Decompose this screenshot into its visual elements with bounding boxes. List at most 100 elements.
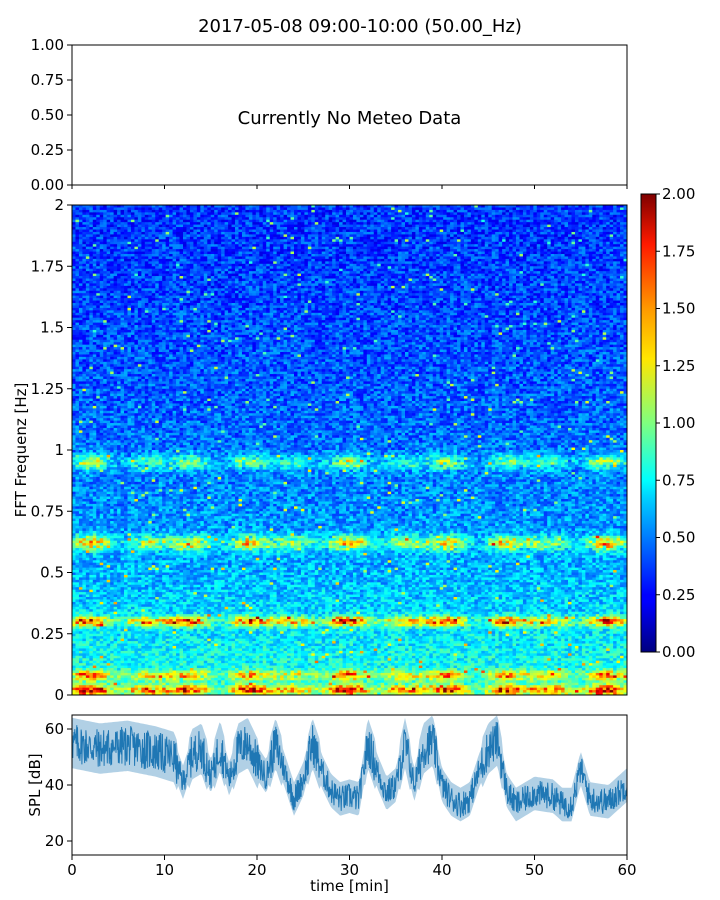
spectrogram-cell <box>75 668 79 671</box>
spectrogram-cell <box>145 435 149 438</box>
spectrogram-cell <box>110 609 114 612</box>
spectrogram-cell <box>110 526 114 529</box>
spectrogram-cell <box>138 462 142 465</box>
spectrogram-cell <box>93 337 97 340</box>
spectrogram-cell <box>86 328 90 331</box>
spectrogram-cell <box>152 550 156 553</box>
spectrogram-cell <box>100 533 104 536</box>
spectrogram-cell <box>93 631 97 634</box>
spectrogram-cell <box>121 264 125 267</box>
spectrogram-cell <box>134 435 138 438</box>
spectrogram-cell <box>100 612 104 615</box>
spectrogram-cell <box>93 413 97 416</box>
spectrogram-cell <box>134 332 138 335</box>
spectrogram-cell <box>124 573 128 576</box>
spectrogram-cell <box>141 296 145 299</box>
spectrogram-cell <box>145 293 149 296</box>
spectrogram-cell <box>152 575 156 578</box>
spectrogram-cell <box>72 514 76 517</box>
spectrogram-cell <box>93 597 97 600</box>
spectrogram-cell <box>86 364 90 367</box>
spectrogram-cell <box>141 340 145 343</box>
spectrogram-cell <box>75 470 79 473</box>
spectrogram-cell <box>82 386 86 389</box>
spectrogram-cell <box>107 479 111 482</box>
spectrogram-cell <box>148 323 152 326</box>
spectrogram-cell <box>141 220 145 223</box>
spectrogram-cell <box>107 585 111 588</box>
spectrogram-cell <box>110 673 114 676</box>
spectrogram-cell <box>96 477 100 480</box>
spectrogram-cell <box>72 528 76 531</box>
spectrogram-cell <box>79 396 83 399</box>
spectrogram-cell <box>134 217 138 220</box>
spectrogram-cell <box>117 477 121 480</box>
spectrogram-cell <box>107 470 111 473</box>
spectrogram-cell <box>155 470 159 473</box>
spectrogram-cell <box>148 232 152 235</box>
spectrogram-cell <box>128 514 132 517</box>
spectrogram-cell <box>114 457 118 460</box>
spectrogram-cell <box>141 661 145 664</box>
spectrogram-cell <box>138 313 142 316</box>
spectrogram-cell <box>121 484 125 487</box>
spectrogram-cell <box>128 296 132 299</box>
spectrogram-cell <box>145 389 149 392</box>
spectrogram-cell <box>110 585 114 588</box>
spectrogram-cell <box>155 325 159 328</box>
spectrogram-cell <box>117 403 121 406</box>
spectrogram-cell <box>93 543 97 546</box>
spectrogram-cell <box>72 501 76 504</box>
spectrogram-cell <box>141 413 145 416</box>
spectrogram-cell <box>89 225 93 228</box>
spectrogram-cell <box>121 673 125 676</box>
spectrogram-cell <box>110 212 114 215</box>
spectrogram-cell <box>124 499 128 502</box>
spectrogram-cell <box>134 492 138 495</box>
spectrogram-cell <box>114 298 118 301</box>
spectrogram-cell <box>75 230 79 233</box>
spectrogram-cell <box>107 281 111 284</box>
spectrogram-cell <box>72 399 76 402</box>
spectrogram-cell <box>128 264 132 267</box>
spectrogram-cell <box>121 377 125 380</box>
spectrogram-cell <box>114 212 118 215</box>
spectrogram-cell <box>110 685 114 688</box>
spectrogram-cell <box>155 276 159 279</box>
spectrogram-cell <box>134 362 138 365</box>
spectrogram-cell <box>96 396 100 399</box>
spectrogram-cell <box>93 563 97 566</box>
spectrogram-cell <box>79 443 83 446</box>
spectrogram-cell <box>145 631 149 634</box>
spectrogram-cell <box>152 555 156 558</box>
spectrogram-cell <box>148 448 152 451</box>
spectrogram-cell <box>82 526 86 529</box>
spectrogram-cell <box>145 352 149 355</box>
spectrogram-cell <box>124 426 128 429</box>
spectrogram-cell <box>145 629 149 632</box>
spectrogram-cell <box>110 445 114 448</box>
spectrogram-cell <box>128 369 132 372</box>
spectrogram-cell <box>100 595 104 598</box>
spectrogram-cell <box>72 450 76 453</box>
spectrogram-cell <box>96 384 100 387</box>
spectrogram-cell <box>89 340 93 343</box>
spectrogram-cell <box>128 335 132 338</box>
spectrogram-cell <box>148 225 152 228</box>
spectrogram-cell <box>138 651 142 654</box>
spectrogram-cell <box>114 232 118 235</box>
spectrogram-cell <box>75 675 79 678</box>
spectrogram-cell <box>138 271 142 274</box>
spectrogram-cell <box>86 310 90 313</box>
spectrogram-cell <box>103 685 107 688</box>
spectrogram-cell <box>145 467 149 470</box>
spectrogram-cell <box>86 401 90 404</box>
spectrogram-cell <box>82 372 86 375</box>
spectrogram-cell <box>82 666 86 669</box>
spectrogram-cell <box>100 242 104 245</box>
spectrogram-cell <box>107 531 111 534</box>
spectrogram-cell <box>155 418 159 421</box>
spectrogram-cell <box>93 239 97 242</box>
spectrogram-cell <box>103 350 107 353</box>
spectrogram-cell <box>117 269 121 272</box>
